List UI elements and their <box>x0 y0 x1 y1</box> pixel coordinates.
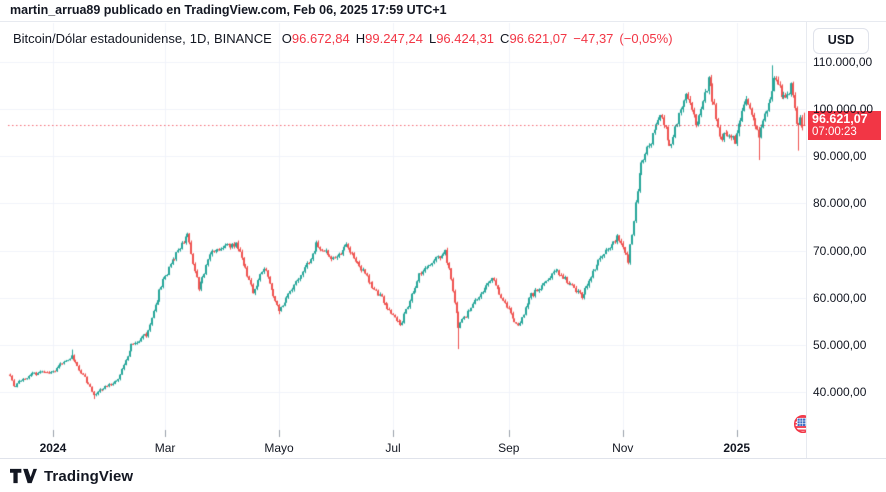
high-value: 99.247,24 <box>365 31 423 46</box>
time-tick-label: 2025 <box>723 441 751 455</box>
price-axis[interactable]: USD 96.621,07 07:00:23 110.000,00 100.000… <box>806 22 886 459</box>
price-tick-label: 80.000,00 <box>813 196 867 211</box>
attribution-text: martin_arrua89 publicado en TradingView.… <box>10 3 447 17</box>
flag-blue-field-icon <box>797 417 808 426</box>
open-value: 96.672,84 <box>291 31 350 46</box>
interval-label[interactable]: 1D, <box>189 31 210 46</box>
time-tick-label: Sep <box>498 441 520 455</box>
price-tick-label: 40.000,00 <box>813 385 867 399</box>
close-value: 96.621,07 <box>509 31 568 46</box>
open-label: O <box>281 31 292 46</box>
time-tick-label: Mayo <box>264 441 294 455</box>
price-tick-label: 100.000,00 <box>813 102 874 117</box>
change-percent: (−0,05%) <box>619 31 673 46</box>
last-price-label: 96.621,07 07:00:23 <box>808 111 881 141</box>
low-value: 96.424,31 <box>436 31 495 46</box>
price-tick-label: 70.000,00 <box>813 243 867 258</box>
time-tick-label: Nov <box>612 441 634 455</box>
change-value: −47,37 <box>573 31 614 46</box>
chart-legend[interactable]: Bitcoin/Dólar estadounidense, 1D, BINANCE O… <box>13 31 673 46</box>
exchange-label[interactable]: BINANCE <box>213 31 272 46</box>
price-tick-label: 90.000,00 <box>813 149 867 164</box>
tradingview-brand-text[interactable]: TradingView <box>44 467 134 485</box>
attribution-bar: martin_arrua89 publicado en TradingView.… <box>0 0 886 22</box>
countdown-timer: 07:00:23 <box>812 126 857 139</box>
price-tick-label: 110.000,00 <box>813 55 873 69</box>
low-label: L <box>428 31 437 46</box>
time-tick-label: 2024 <box>39 441 67 455</box>
footer: TradingView <box>0 460 886 492</box>
time-axis[interactable]: 2024 Mar Mayo Jul Sep Nov 2025 <box>0 437 886 459</box>
last-price-value: 96.621,07 <box>812 112 868 127</box>
close-label: C <box>500 31 510 46</box>
symbol-name[interactable]: Bitcoin/Dólar estadounidense, <box>13 31 186 46</box>
high-label: H <box>355 31 366 46</box>
price-tick-label: 50.000,00 <box>813 337 867 352</box>
tradingview-logo-icon[interactable] <box>10 468 37 484</box>
time-tick-label: Mar <box>154 441 176 455</box>
price-tick-label: 60.000,00 <box>813 290 867 305</box>
currency-usd-button[interactable]: USD <box>813 28 869 54</box>
time-tick-label: Jul <box>385 441 401 455</box>
